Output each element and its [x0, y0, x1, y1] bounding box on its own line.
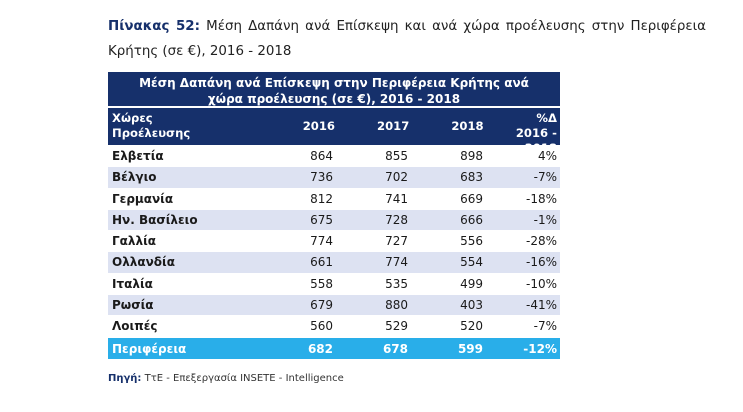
cell-2016: 812	[310, 191, 333, 206]
table-body: Ελβετία 864 855 898 4% Βέλγιο 736 702 683 -7% Γερμ…	[108, 146, 560, 338]
header-change: %Δ 2016 - 2018	[484, 108, 560, 155]
header-country: Χώρες Προέλευσης	[108, 108, 261, 145]
cell-2016: 864	[310, 149, 333, 163]
caption-text: Μέση Δαπάνη ανά Επίσκεψη και ανά χώρα πρ…	[108, 19, 706, 59]
cell-country: Περιφέρεια	[112, 341, 187, 356]
table-row: Γαλλία 774 727 556 -28%	[108, 231, 560, 253]
table-title: Μέση Δαπάνη ανά Επίσκεψη στην Περιφέρεια…	[108, 72, 560, 108]
cell-2016: 558	[310, 276, 333, 291]
cell-change: -28%	[525, 234, 557, 249]
cell-change: -1%	[533, 212, 557, 227]
table-row: Ιταλία 558 535 499 -10%	[108, 274, 560, 296]
header-2017: 2017	[377, 119, 410, 133]
cell-2018: 666	[460, 212, 483, 227]
header-2018: 2018	[451, 119, 484, 133]
cell-change: -16%	[525, 255, 557, 270]
cell-2018: 499	[460, 276, 483, 291]
header-change-line1: %Δ	[536, 111, 557, 125]
cell-country: Βέλγιο	[112, 170, 157, 185]
cell-2016: 661	[310, 255, 333, 270]
cell-country: Γαλλία	[112, 234, 156, 249]
cell-change: -10%	[525, 276, 557, 291]
cell-2017: 880	[385, 298, 408, 313]
table-row: Ολλανδία 661 774 554 -16%	[108, 252, 560, 274]
cell-country: Γερμανία	[112, 191, 174, 206]
cell-2016: 682	[307, 341, 333, 356]
table-row: Ην. Βασίλειο 675 728 666 -1%	[108, 209, 560, 232]
cell-2016: 679	[310, 298, 333, 313]
cell-country: Ελβετία	[112, 149, 164, 163]
cell-2016: 736	[310, 170, 333, 185]
cell-country: Ολλανδία	[112, 255, 175, 270]
caption-label: Πίνακας 52:	[108, 19, 200, 34]
cell-change: -12%	[523, 341, 557, 356]
cell-2017: 741	[385, 191, 408, 206]
table-title-line1: Μέση Δαπάνη ανά Επίσκεψη στην Περιφέρεια…	[139, 76, 529, 90]
table-row-total: Περιφέρεια 682 678 599 -12%	[108, 337, 560, 360]
cell-2018: 556	[460, 234, 483, 249]
cell-change: -7%	[533, 319, 557, 334]
cell-2017: 678	[382, 341, 408, 356]
cell-2016: 675	[310, 212, 333, 227]
cell-country: Ιταλία	[112, 276, 153, 291]
cell-2017: 727	[385, 234, 408, 249]
table-title-line2: χώρα προέλευσης (σε €), 2016 - 2018	[207, 92, 461, 106]
cell-change: -7%	[533, 170, 557, 185]
header-country-line1: Χώρες	[112, 111, 153, 125]
table-row: Ρωσία 679 880 403 -41%	[108, 295, 560, 317]
cell-2016: 560	[310, 319, 333, 334]
cell-2017: 535	[385, 276, 408, 291]
cell-2018: 683	[460, 170, 483, 185]
cell-2018: 599	[457, 341, 483, 356]
cell-2017: 774	[385, 255, 408, 270]
source-text: ΤτΕ - Επεξεργασία INSETE - Intelligence	[141, 373, 344, 384]
header-2016: 2016	[302, 119, 335, 133]
table-row: Λοιπές 560 529 520 -7%	[108, 316, 560, 338]
cell-2018: 520	[460, 319, 483, 334]
cell-2018: 554	[460, 255, 483, 270]
cell-change: -41%	[525, 298, 557, 313]
cell-country: Λοιπές	[112, 319, 158, 334]
data-table: Μέση Δαπάνη ανά Επίσκεψη στην Περιφέρεια…	[108, 72, 560, 360]
cell-change: 4%	[537, 149, 557, 163]
source-note: Πηγή: ΤτΕ - Επεξεργασία INSETE - Intelli…	[108, 373, 344, 384]
column-headers: Χώρες Προέλευσης 2016 2017 2018 %Δ 2016 …	[108, 108, 560, 155]
source-label: Πηγή:	[108, 373, 142, 384]
cell-2017: 855	[385, 149, 408, 163]
table-row: Ελβετία 864 855 898 4%	[108, 146, 560, 168]
header-country-line2: Προέλευσης	[112, 126, 191, 140]
cell-2017: 702	[385, 170, 408, 185]
table-row: Βέλγιο 736 702 683 -7%	[108, 167, 560, 189]
cell-change: -18%	[525, 191, 557, 206]
cell-2017: 529	[385, 319, 408, 334]
cell-2016: 774	[310, 234, 333, 249]
cell-country: Ρωσία	[112, 298, 154, 313]
cell-country: Ην. Βασίλειο	[112, 212, 198, 227]
cell-2018: 403	[460, 298, 483, 313]
table-caption: Πίνακας 52: Μέση Δαπάνη ανά Επίσκεψη και…	[108, 14, 706, 64]
cell-2017: 728	[385, 212, 408, 227]
cell-2018: 898	[460, 149, 483, 163]
table-row: Γερμανία 812 741 669 -18%	[108, 189, 560, 210]
cell-2018: 669	[460, 191, 483, 206]
header-change-line2: 2016 - 2018	[515, 126, 557, 155]
